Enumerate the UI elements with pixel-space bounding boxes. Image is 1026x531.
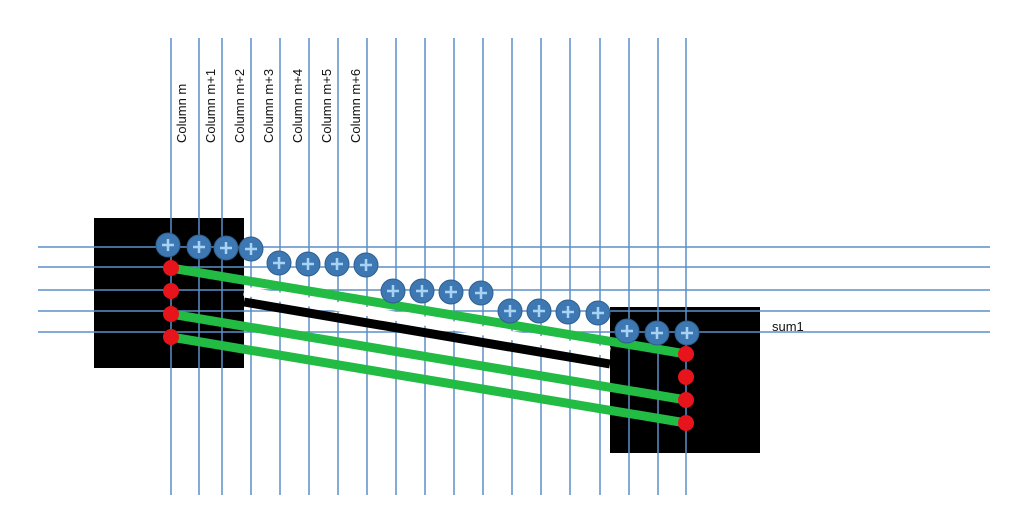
cross-plus (273, 257, 285, 269)
cross-plus (592, 307, 604, 319)
cross-plus (331, 258, 343, 270)
red-dot (678, 369, 694, 385)
column-label: Column m+1 (203, 69, 218, 143)
cross-plus (387, 285, 399, 297)
cross-plus (621, 325, 633, 337)
cross-plus (360, 259, 372, 271)
connections (170, 263, 687, 428)
red-dot (163, 260, 179, 276)
column-labels: Column m Column m+1 Column m+2 Column m+3 Co… (174, 69, 363, 143)
column-label: Column m+4 (290, 69, 305, 143)
red-dot (163, 283, 179, 299)
cross-plus (245, 243, 257, 255)
cross-plus (193, 241, 205, 253)
column-label: Column m (174, 84, 189, 143)
cross-plus (220, 242, 232, 254)
cross-plus (504, 305, 516, 317)
cross-plus (475, 287, 487, 299)
cross-markers (155, 232, 700, 346)
cross-plus (445, 286, 457, 298)
cross-plus (651, 327, 663, 339)
column-label: Column m+2 (232, 69, 247, 143)
cross-plus (533, 305, 545, 317)
cross-plus (681, 327, 693, 339)
connection (170, 263, 687, 359)
connection (170, 309, 687, 405)
column-label: Column m+6 (348, 69, 363, 143)
red-dot (678, 415, 694, 431)
column-label: Column m+3 (261, 69, 276, 143)
red-dot (163, 306, 179, 322)
red-dot (163, 329, 179, 345)
cross-plus (302, 258, 314, 270)
red-dot (678, 346, 694, 362)
connection (243, 286, 611, 357)
red-dot (678, 392, 694, 408)
cross-plus (416, 285, 428, 297)
cross-plus (562, 306, 574, 318)
connection (243, 297, 611, 369)
cross-plus (162, 239, 174, 251)
red-dots (163, 260, 694, 431)
sum-label: sum1 (772, 319, 804, 334)
column-label: Column m+5 (319, 69, 334, 143)
connection (170, 332, 687, 428)
